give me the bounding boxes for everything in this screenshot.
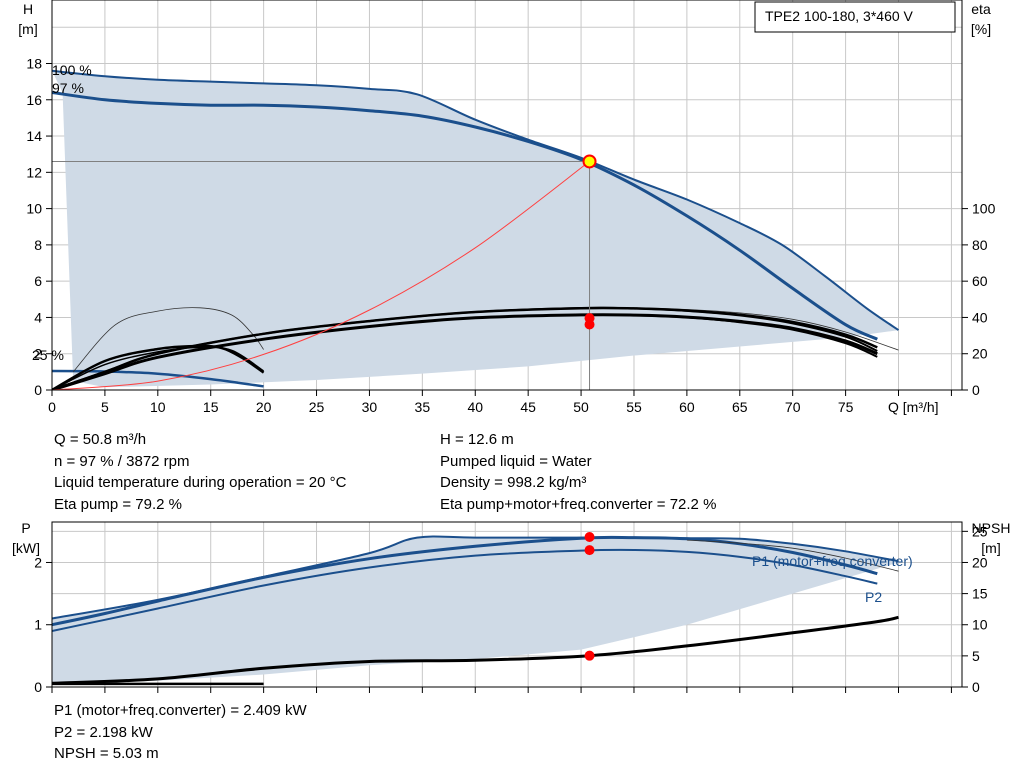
upper-right-tick-label: 20: [972, 346, 988, 362]
x-tick-label: 20: [256, 399, 272, 415]
lower-y-axis-unit-kw: [kW]: [12, 540, 40, 556]
operating-point-marker: [582, 154, 597, 169]
x-tick-label: 75: [838, 399, 854, 415]
x-axis-label: Q [m³/h]: [888, 399, 939, 415]
upper-chart-frame: [51, 0, 963, 391]
upper-y-tick-label: 4: [34, 309, 42, 325]
upper-right-axis-label-eta: eta: [971, 1, 991, 17]
lower-info: P1 (motor+freq.converter) = 2.409 kW P2 …: [54, 700, 307, 765]
upper-right-tick-label: 0: [972, 382, 980, 398]
x-tick-label: 70: [785, 399, 801, 415]
p1-value: P1 (motor+freq.converter) = 2.409 kW: [54, 702, 307, 719]
lower-right-tick-label: 20: [972, 554, 988, 570]
curve-label-25-percent: 25 %: [32, 347, 64, 363]
x-tick-label: 60: [679, 399, 695, 415]
upper-y-tick-label: 8: [34, 237, 42, 253]
upper-info-right: H = 12.6 m Pumped liquid = Water Density…: [440, 429, 716, 515]
system-curve: [52, 161, 590, 390]
x-tick-label: 55: [626, 399, 642, 415]
x-tick-label: 50: [573, 399, 589, 415]
head-curve-97: [52, 91, 878, 341]
x-tick-label: 15: [203, 399, 219, 415]
lower-y-tick-label: 0: [34, 679, 42, 695]
speed-value: n = 97 % / 3872 rpm: [54, 452, 190, 470]
liquid-temperature-value: Liquid temperature during operation = 20…: [54, 474, 347, 491]
lower-chart-frame: [51, 521, 963, 688]
lower-right-tick-label: 5: [972, 648, 980, 664]
p2-curve-97: [52, 548, 878, 632]
lower-y-tick-label: 1: [34, 617, 42, 633]
x-tick-label: 45: [520, 399, 536, 415]
upper-y-axis-label-h: H: [23, 1, 33, 17]
upper-y-tick-label: 0: [34, 382, 42, 398]
upper-y-tick-label: 10: [26, 201, 42, 217]
upper-info-left: Q = 50.8 m³/h n = 97 % / 3872 rpm Liquid…: [54, 429, 346, 515]
head-curve-100: [52, 69, 900, 331]
eta-pump-value: Eta pump = 79.2 %: [54, 495, 182, 513]
upper-y-axis-unit-m: [m]: [18, 21, 37, 37]
eta-total-value: Eta pump+motor+freq.converter = 72.2 %: [440, 495, 717, 513]
chart-title: TPE2 100-180, 3*460 V: [765, 8, 914, 24]
upper-y-tick-label: 18: [26, 55, 42, 71]
upper-y-tick-label: 12: [26, 164, 42, 180]
lower-right-tick-label: 15: [972, 586, 988, 602]
upper-operating-range-area: [52, 70, 899, 388]
upper-right-axis-unit-percent: [%]: [971, 21, 991, 37]
upper-y-tick-label: 14: [26, 128, 42, 144]
eta-curve-25: [52, 344, 265, 390]
upper-y-tick-label: 16: [26, 92, 42, 108]
lower-y-axis-label-p: P: [21, 520, 30, 536]
curve-label-p2: P2: [865, 589, 882, 605]
upper-y-tick-label: 2: [34, 346, 42, 362]
density-value: Density = 998.2 kg/m³: [440, 474, 587, 491]
p1-marker: [584, 532, 595, 543]
x-tick-label: 5: [101, 399, 109, 415]
x-tick-label: 10: [150, 399, 166, 415]
curve-label-97-percent: 97 %: [52, 80, 84, 96]
lower-operating-range-area: [52, 537, 899, 684]
eta-curve-25-total: [52, 346, 265, 390]
upper-right-tick-label: 60: [972, 273, 988, 289]
title-box: [754, 1, 956, 33]
eta-marker: [584, 319, 595, 330]
x-tick-label: 30: [362, 399, 378, 415]
npsh-value: NPSH = 5.03 m: [54, 745, 159, 762]
x-tick-label: 35: [415, 399, 431, 415]
eta-total-curve-97: [52, 313, 878, 390]
flow-value: Q = 50.8 m³/h: [54, 431, 147, 448]
upper-right-tick-label: 80: [972, 237, 988, 253]
curve-label-100-percent: 100 %: [52, 62, 92, 78]
lower-right-axis-label-npsh: NPSH: [972, 520, 1011, 536]
lower-y-tick-label: 2: [34, 554, 42, 570]
p2-marker: [584, 545, 595, 556]
x-tick-label: 0: [48, 399, 56, 415]
x-tick-label: 65: [732, 399, 748, 415]
upper-right-tick-label: 40: [972, 309, 988, 325]
head-value: H = 12.6 m: [440, 431, 514, 448]
p-curve-thin: [686, 539, 899, 572]
upper-y-tick-label: 6: [34, 273, 42, 289]
x-tick-label: 40: [467, 399, 483, 415]
curve-label-p1: P1 (motor+freq.converter): [752, 553, 913, 569]
npsh-marker: [584, 650, 595, 661]
pumped-liquid-value: Pumped liquid = Water: [440, 452, 592, 470]
lower-right-tick-label: 10: [972, 617, 988, 633]
p1-curve-97: [52, 535, 878, 627]
eta-pump-curve-97: [52, 306, 878, 390]
p2-value: P2 = 2.198 kW: [54, 723, 153, 741]
lower-right-axis-unit-m: [m]: [981, 540, 1000, 556]
x-tick-label: 25: [309, 399, 325, 415]
lower-right-tick-label: 25: [972, 523, 988, 539]
npsh-curve: [52, 615, 899, 685]
upper-right-tick-label: 100: [972, 201, 996, 217]
lower-right-tick-label: 0: [972, 679, 980, 695]
